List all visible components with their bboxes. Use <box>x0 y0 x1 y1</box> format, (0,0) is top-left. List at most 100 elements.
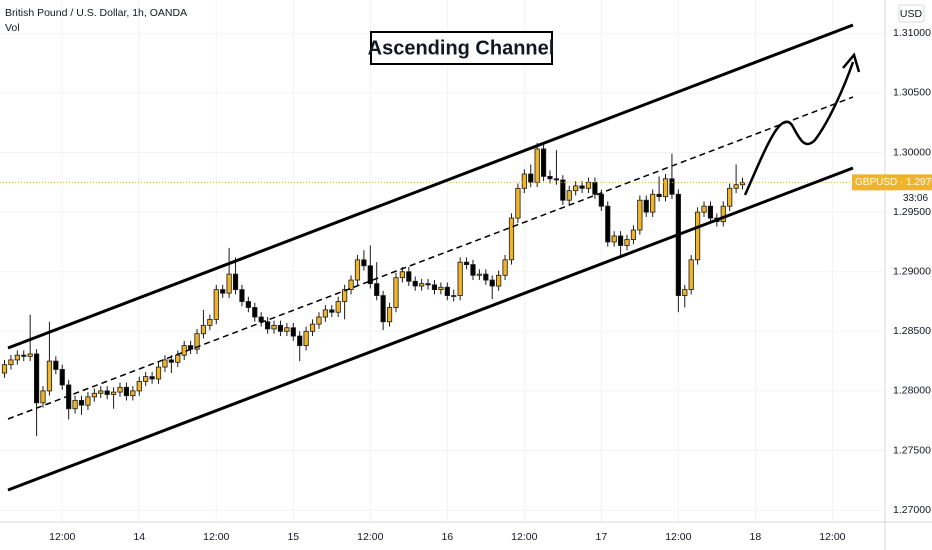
candle-body <box>662 178 669 198</box>
candle-body <box>399 271 405 279</box>
candle-body <box>175 354 181 363</box>
price-tag: GBPUSD · 1.29750 <box>855 177 932 188</box>
candle-body <box>33 353 40 404</box>
candle-body <box>110 391 117 395</box>
candle-body <box>528 173 534 183</box>
candle-body <box>46 360 53 392</box>
candle-body <box>739 181 746 186</box>
candle-body <box>130 390 136 397</box>
candle-body <box>252 307 258 318</box>
candle-body <box>117 386 123 393</box>
x-tick-label: 18 <box>750 531 762 543</box>
candle-body <box>367 265 373 285</box>
candle-body <box>335 301 341 313</box>
candle-body <box>258 316 264 323</box>
candle-body <box>585 181 592 189</box>
candle-body <box>598 193 604 207</box>
candle-body <box>207 318 213 326</box>
candle-body <box>566 190 572 201</box>
candle-body <box>431 284 438 291</box>
candle-body <box>707 205 714 219</box>
candle-body <box>297 335 303 347</box>
candle-body <box>239 289 245 302</box>
y-tick-label: 1.27500 <box>893 444 931 456</box>
candle-body <box>14 354 20 361</box>
candle-body <box>701 205 707 213</box>
x-tick-label: 12:00 <box>203 531 229 543</box>
candle-body <box>354 259 361 281</box>
chart-title: Ascending Channel <box>368 37 555 59</box>
candle-body <box>553 178 560 181</box>
candle-body <box>669 178 675 195</box>
y-tick-label: 1.30500 <box>893 87 931 99</box>
candle-body <box>8 359 14 366</box>
y-tick-label: 1.31000 <box>893 27 931 39</box>
candle-body <box>374 283 380 296</box>
candle-body <box>168 359 174 363</box>
channel-lower <box>7 166 854 492</box>
candle-body <box>232 273 239 291</box>
candle-body <box>637 199 643 231</box>
candle-body <box>342 289 348 302</box>
candle-body <box>515 187 521 219</box>
candle-body <box>213 289 219 320</box>
channel-upper <box>7 23 854 350</box>
candle-body <box>592 181 598 195</box>
candle-body <box>496 274 502 287</box>
y-tick-label: 1.28500 <box>893 325 931 337</box>
time-axis <box>0 522 885 550</box>
candle-body <box>579 185 585 189</box>
y-tick-label: 1.29000 <box>893 266 931 278</box>
x-tick-label: 15 <box>287 531 299 543</box>
candle-body <box>489 279 495 287</box>
candle-body <box>143 376 149 382</box>
candle-body <box>21 354 27 357</box>
candle-body <box>59 369 65 386</box>
candle-body <box>727 187 733 207</box>
candle-body <box>682 289 688 296</box>
candle-body <box>573 185 579 192</box>
y-tick-label: 1.30000 <box>893 146 931 158</box>
candle-body <box>419 283 425 287</box>
header: British Pound / U.S. Dollar, 1h, OANDA <box>5 7 187 19</box>
price-tag-box <box>852 174 932 191</box>
candle-body <box>194 333 200 350</box>
candle-body <box>695 211 701 261</box>
candle-body <box>547 175 553 180</box>
candle-body <box>425 283 431 286</box>
x-tick-label: 14 <box>133 531 145 543</box>
candle-body <box>483 273 489 281</box>
candle-body <box>181 345 187 356</box>
currency: USD <box>900 8 923 20</box>
candle-body <box>650 193 656 213</box>
x-tick-label: 12:00 <box>357 531 383 543</box>
arrow-head <box>842 52 861 73</box>
countdown-box <box>897 190 932 207</box>
candle-body <box>149 376 155 380</box>
y-tick-label: 1.27000 <box>893 504 931 516</box>
candle-body <box>406 271 412 282</box>
candle-body <box>72 400 78 410</box>
candle-body <box>136 380 142 392</box>
candle-body <box>98 390 104 394</box>
candle-body <box>508 217 515 261</box>
candle-body <box>380 295 386 323</box>
x-tick-label: 12:00 <box>819 531 845 543</box>
candle-body <box>624 239 630 246</box>
indicator: Vol <box>5 22 20 34</box>
candle-body <box>720 205 726 223</box>
x-tick-label: 17 <box>595 531 607 543</box>
candle-body <box>412 280 418 287</box>
candle-body <box>220 289 226 294</box>
candle-body <box>40 390 46 404</box>
candle-body <box>322 309 328 318</box>
candle-body <box>617 235 624 246</box>
price-axis <box>885 0 932 550</box>
candle-body <box>91 392 97 398</box>
candle-body <box>675 193 681 296</box>
channel-mid <box>7 96 854 420</box>
candle-body <box>1 364 8 374</box>
candle-body <box>502 259 508 276</box>
currency-box[interactable] <box>898 4 925 23</box>
